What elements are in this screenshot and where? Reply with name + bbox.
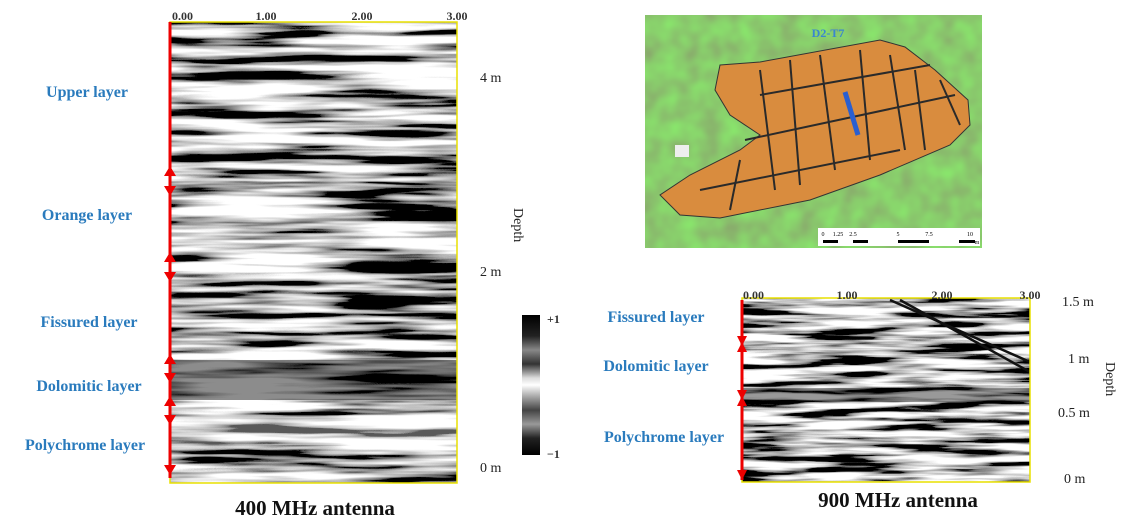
profile-lines [699,49,961,211]
scale-label: 1.25 [833,232,844,238]
layer-label: Dolomitic layer [36,378,141,395]
layer-label: Dolomitic layer [603,358,708,375]
x-tick-label: 3.00 [447,9,468,23]
caption: 400 MHz antenna [235,496,395,520]
dark-band [742,388,1030,402]
light-band [170,415,457,445]
caption: 900 MHz antenna [818,488,978,512]
arrows [737,336,747,480]
colorbar-min: −1 [547,447,560,461]
depth-label: 1 m [1068,352,1090,367]
scale-label: 7.5 [925,232,933,238]
layer-label: Fissured layer [40,314,137,331]
x-tick-label: 0.00 [172,9,193,23]
x-tick-label: 1.00 [837,288,858,302]
depth-title: Depth [510,208,525,242]
colorbar: +1 −1 [522,312,560,461]
radargram-image [170,22,457,483]
x-tick-label: 2.00 [932,288,953,302]
radargram-900: 0.00 1.00 2.00 3.00 1.5 m 1 m 0.5 m 0 m … [603,288,1117,512]
depth-label: 0 m [480,461,502,476]
scale-unit: m [975,240,980,246]
x-tick-label: 1.00 [256,9,277,23]
colorbar-gradient [522,315,540,455]
marker [675,145,689,157]
scale-label: 2.5 [849,232,857,238]
profile-d2-t7 [842,91,861,136]
x-tick-label: 3.00 [1020,288,1041,302]
scale-label: 10 [967,232,973,238]
layer-label: Polychrome layer [25,437,145,454]
depth-label: 0.5 m [1058,406,1090,421]
site-map: D2-T7 0 1.25 2.5 5 7.5 10 m [645,15,982,248]
scale-label: 0 [822,232,825,238]
reflector [889,298,1031,374]
radargram-400: 0.00 1.00 2.00 3.00 4 m 2 m 0 m Depth Up… [25,9,525,520]
scale-bar [823,240,975,243]
depth-label: 0 m [1064,472,1086,487]
dark-band [170,360,457,400]
layer-label: Polychrome layer [604,429,724,446]
x-tick-label: 2.00 [352,9,373,23]
layer-label: Orange layer [42,207,132,224]
x-tick-label: 0.00 [743,288,764,302]
arrows [164,166,176,475]
depth-label: 1.5 m [1062,295,1094,310]
depth-title: Depth [1102,362,1117,396]
colorbar-max: +1 [547,312,560,326]
depth-label: 4 m [480,71,502,86]
layer-label: Fissured layer [607,309,704,326]
map-title: D2-T7 [812,26,845,40]
scale-label: 5 [897,232,900,238]
radargram-image [742,298,1030,482]
layer-label: Upper layer [46,84,128,101]
depth-label: 2 m [480,265,502,280]
